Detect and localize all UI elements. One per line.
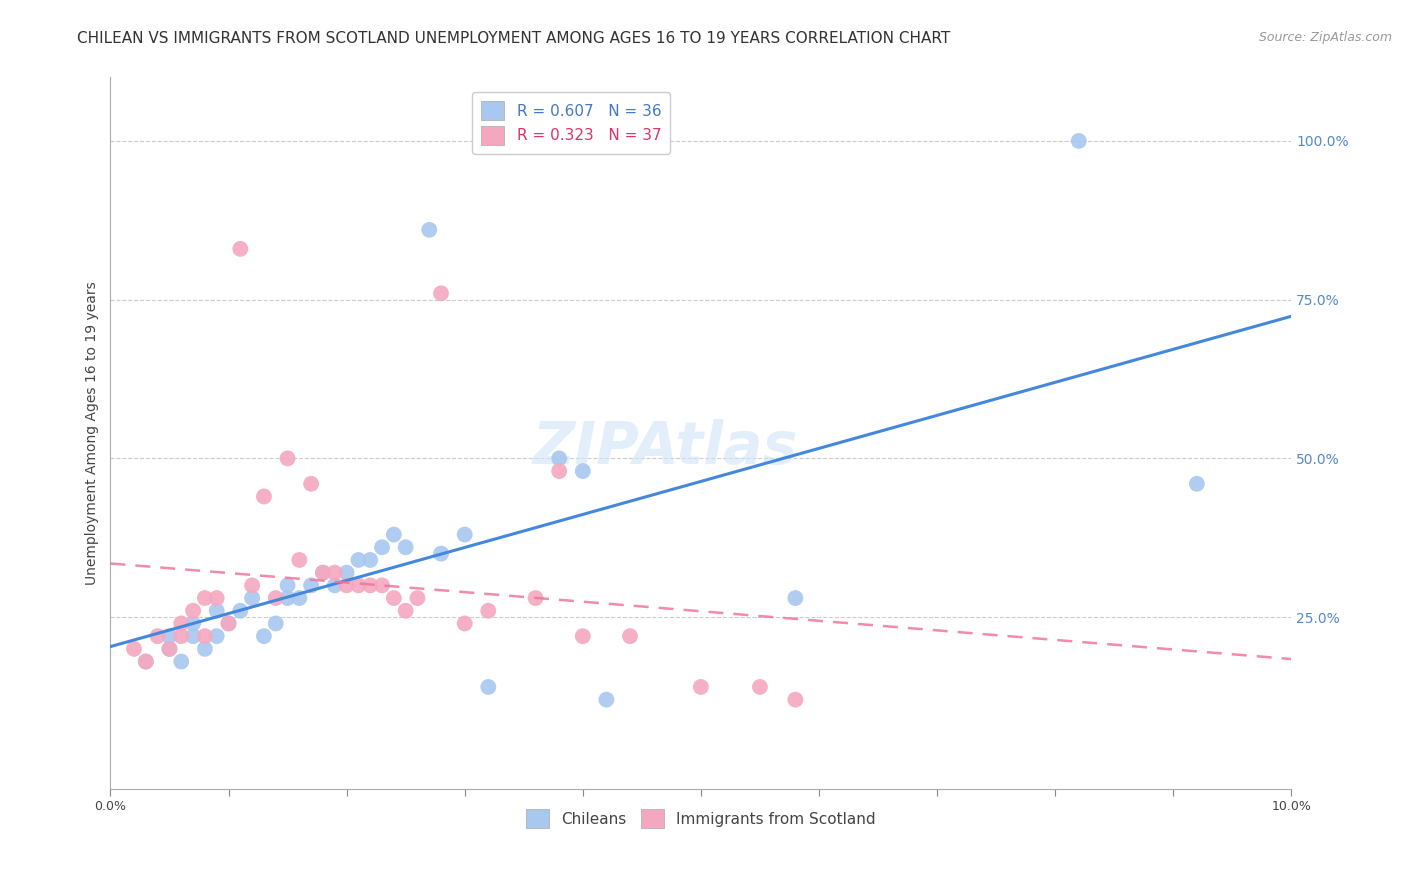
Point (170, 629, 193, 643)
Point (430, 547, 453, 561)
Point (689, 680, 711, 694)
Point (548, 464, 571, 478)
Point (406, 591, 429, 605)
Point (229, 604, 252, 618)
Point (312, 566, 335, 580)
Legend: Chileans, Immigrants from Scotland: Chileans, Immigrants from Scotland (520, 804, 882, 834)
Point (253, 629, 276, 643)
Point (181, 604, 204, 618)
Point (277, 578, 299, 592)
Point (288, 553, 311, 567)
Point (336, 566, 359, 580)
Point (170, 616, 193, 631)
Point (359, 553, 381, 567)
Point (347, 578, 370, 592)
Point (181, 629, 204, 643)
Point (146, 629, 169, 643)
Point (240, 578, 263, 592)
Point (253, 490, 276, 504)
Point (299, 578, 322, 592)
Point (218, 616, 240, 631)
Point (371, 578, 394, 592)
Text: CHILEAN VS IMMIGRANTS FROM SCOTLAND UNEMPLOYMENT AMONG AGES 16 TO 19 YEARS CORRE: CHILEAN VS IMMIGRANTS FROM SCOTLAND UNEM… (77, 31, 950, 46)
Point (1067, 134, 1090, 148)
Point (359, 578, 381, 592)
Point (336, 578, 359, 592)
Point (218, 616, 240, 631)
Point (619, 629, 641, 643)
Y-axis label: Unemployment Among Ages 16 to 19 years: Unemployment Among Ages 16 to 19 years (86, 281, 100, 585)
Point (205, 604, 228, 618)
Point (454, 616, 477, 631)
Point (430, 286, 453, 301)
Point (288, 591, 311, 605)
Point (240, 591, 263, 605)
Point (785, 591, 807, 605)
Point (371, 541, 394, 555)
Point (170, 655, 193, 669)
Point (454, 527, 477, 541)
Point (229, 242, 252, 256)
Point (323, 566, 346, 580)
Point (205, 629, 228, 643)
Point (194, 629, 217, 643)
Point (277, 591, 299, 605)
Point (477, 680, 499, 694)
Point (264, 591, 287, 605)
Point (323, 578, 346, 592)
Point (571, 629, 593, 643)
Text: Source: ZipAtlas.com: Source: ZipAtlas.com (1258, 31, 1392, 45)
Point (299, 476, 322, 491)
Point (595, 692, 617, 706)
Point (122, 641, 145, 656)
Point (524, 591, 547, 605)
Point (382, 591, 405, 605)
Point (347, 553, 370, 567)
Point (571, 464, 593, 478)
Point (205, 591, 228, 605)
Point (382, 527, 405, 541)
Text: ZIPAtlas: ZIPAtlas (533, 418, 799, 475)
Point (181, 616, 204, 631)
Point (159, 641, 181, 656)
Point (135, 655, 157, 669)
Point (312, 566, 335, 580)
Point (194, 641, 217, 656)
Point (548, 451, 571, 466)
Point (264, 616, 287, 631)
Point (159, 629, 181, 643)
Point (135, 655, 157, 669)
Point (194, 591, 217, 605)
Point (277, 451, 299, 466)
Point (1185, 476, 1208, 491)
Point (748, 680, 770, 694)
Point (785, 692, 807, 706)
Point (159, 641, 181, 656)
Point (477, 604, 499, 618)
Point (418, 223, 440, 237)
Point (395, 604, 418, 618)
Point (395, 541, 418, 555)
